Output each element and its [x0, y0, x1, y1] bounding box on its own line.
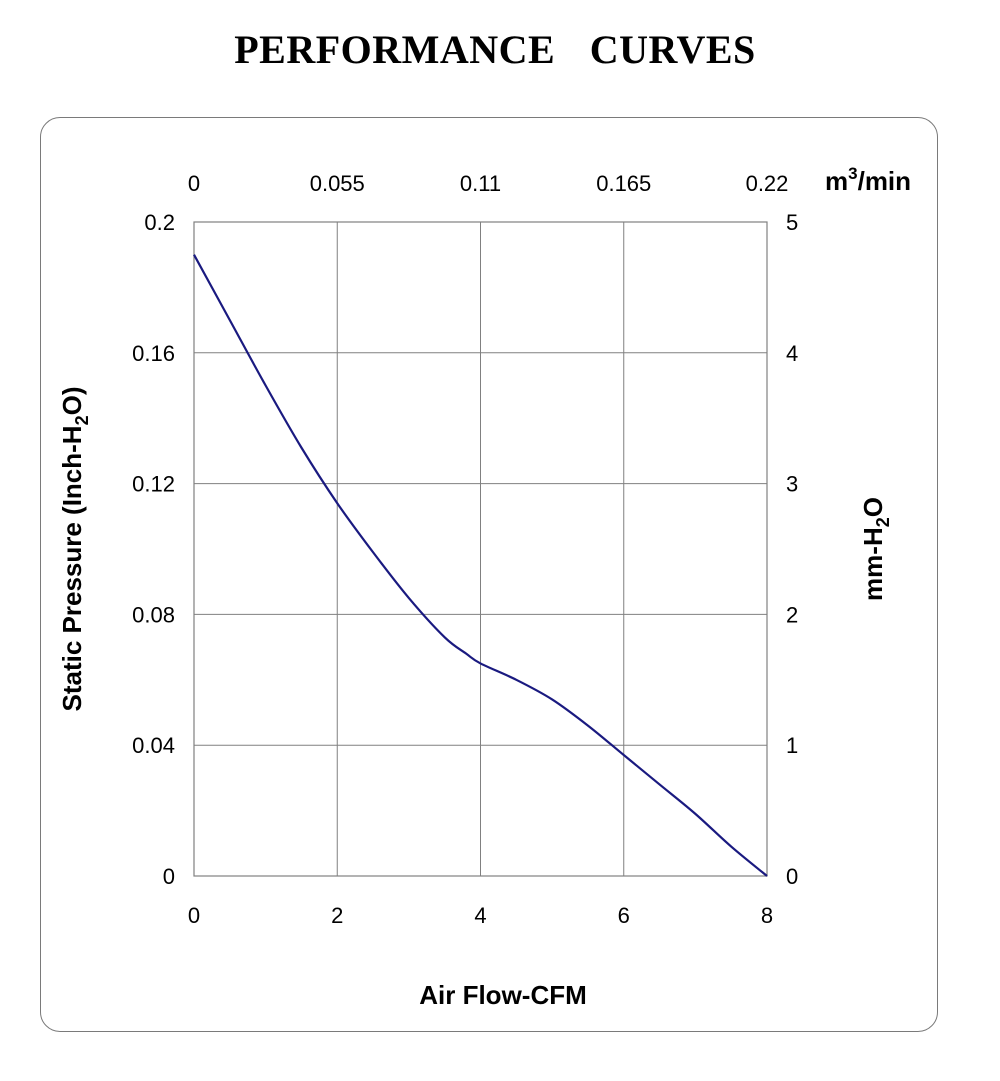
y2-tick-label: 2 [786, 602, 798, 627]
y-tick-label: 0.12 [132, 472, 175, 497]
x-tick-label: 6 [618, 903, 630, 928]
y2-tick-label: 0 [786, 864, 798, 889]
plot-border [193, 221, 768, 877]
x-tick-label: 0 [188, 903, 200, 928]
chart-frame [40, 117, 938, 1032]
x-tick-label: 8 [761, 903, 773, 928]
chart-title: PERFORMANCE CURVES [234, 27, 756, 72]
x-axis-label: Air Flow-CFM [419, 980, 587, 1010]
x2-axis-label: m3/min [825, 164, 911, 196]
y2-axis-label: mm-H2O [858, 497, 893, 601]
x2-tick-label: 0.22 [746, 171, 789, 196]
x2-tick-label: 0.11 [460, 171, 501, 196]
y2-tick-label: 3 [786, 472, 798, 497]
y2-tick-label: 1 [786, 733, 798, 758]
x2-tick-label: 0.165 [596, 171, 651, 196]
x-tick-label: 2 [331, 903, 343, 928]
y2-tick-label: 5 [786, 210, 798, 235]
x-tick-label: 4 [474, 903, 486, 928]
y-tick-label: 0 [163, 864, 175, 889]
y-tick-label: 0.16 [132, 341, 175, 366]
y-tick-label: 0.08 [132, 602, 175, 627]
performance-curve-line [193, 254, 768, 877]
y-tick-label: 0.04 [132, 733, 175, 758]
y-tick-label: 0.2 [144, 210, 175, 235]
y-axis-label: Static Pressure (Inch-H2O) [57, 387, 92, 712]
x2-tick-label: 0 [188, 171, 200, 196]
x2-tick-label: 0.055 [310, 171, 365, 196]
y2-tick-label: 4 [786, 341, 798, 366]
